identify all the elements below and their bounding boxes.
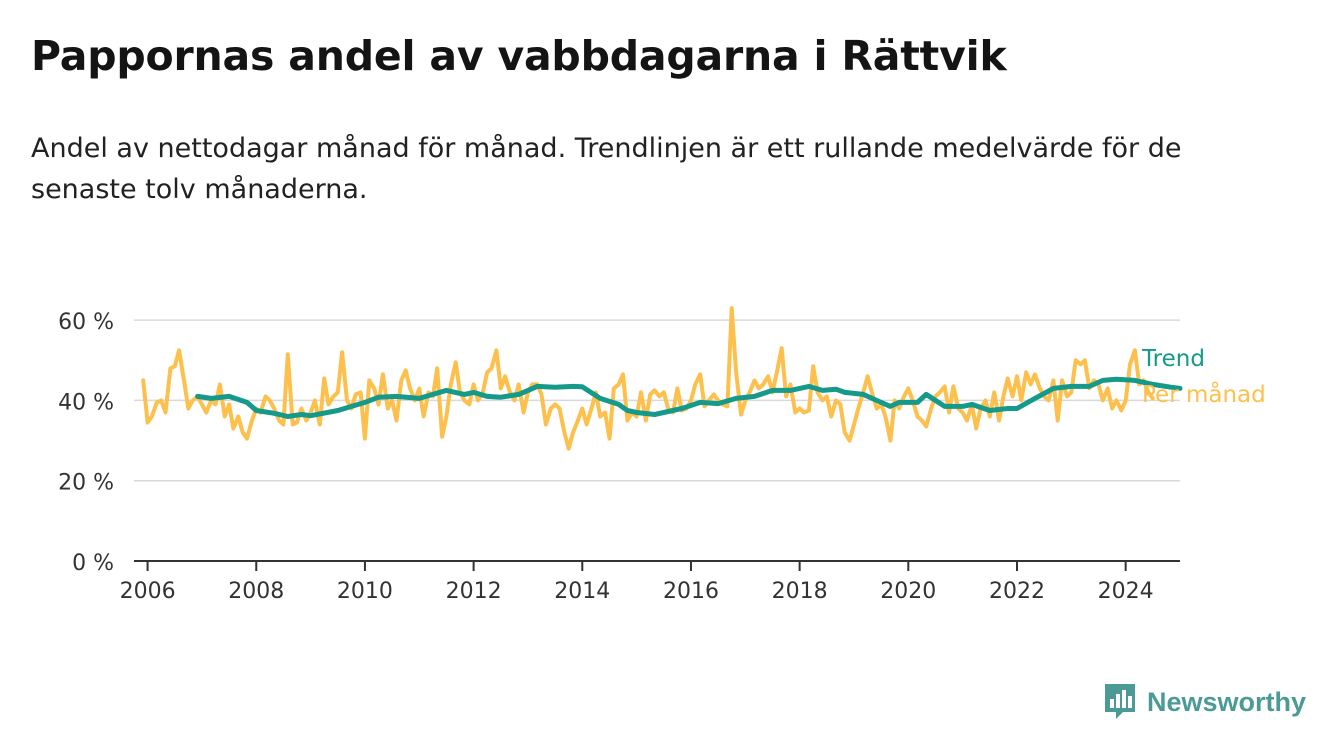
- chart-subtitle: Andel av nettodagar månad för månad. Tre…: [31, 133, 1182, 205]
- y-tick-label: 60 %: [58, 310, 114, 335]
- y-tick-label: 0 %: [72, 551, 114, 576]
- x-tick-label: 2020: [880, 579, 936, 604]
- newsworthy-logo-icon: [1105, 684, 1135, 719]
- monthly-line: [141, 306, 1155, 451]
- x-tick-label: 2010: [337, 579, 393, 604]
- gridlines: [134, 319, 1180, 482]
- trend-series-label: Trend: [1141, 346, 1205, 372]
- brand-name: Newsworthy: [1147, 686, 1307, 717]
- x-tick-label: 2024: [1098, 579, 1154, 604]
- y-tick-label: 40 %: [58, 390, 114, 415]
- y-tick-label: 20 %: [58, 471, 114, 496]
- x-tick-label: 2008: [228, 579, 284, 604]
- x-tick-label: 2016: [663, 579, 719, 604]
- monthly-series-label: Per månad: [1142, 380, 1266, 408]
- x-tick-label: 2022: [989, 579, 1045, 604]
- chart-title: Pappornas andel av vabbdagarna i Rättvik: [31, 32, 1007, 80]
- trend-line: [195, 376, 1183, 419]
- x-tick-label: 2018: [772, 579, 828, 604]
- axes: 0 % 20 % 40 % 60 % 2006 2008 2010 2012 2014 2016 2…: [58, 310, 1180, 604]
- newsworthy-logo[interactable]: Newsworthy: [1103, 682, 1306, 722]
- x-tick-label: 2012: [446, 579, 502, 604]
- x-tick-label: 2014: [554, 579, 610, 604]
- x-tick-label: 2006: [120, 579, 176, 604]
- series-lines: [141, 306, 1183, 451]
- series-labels: Trend Per månad: [1141, 346, 1266, 408]
